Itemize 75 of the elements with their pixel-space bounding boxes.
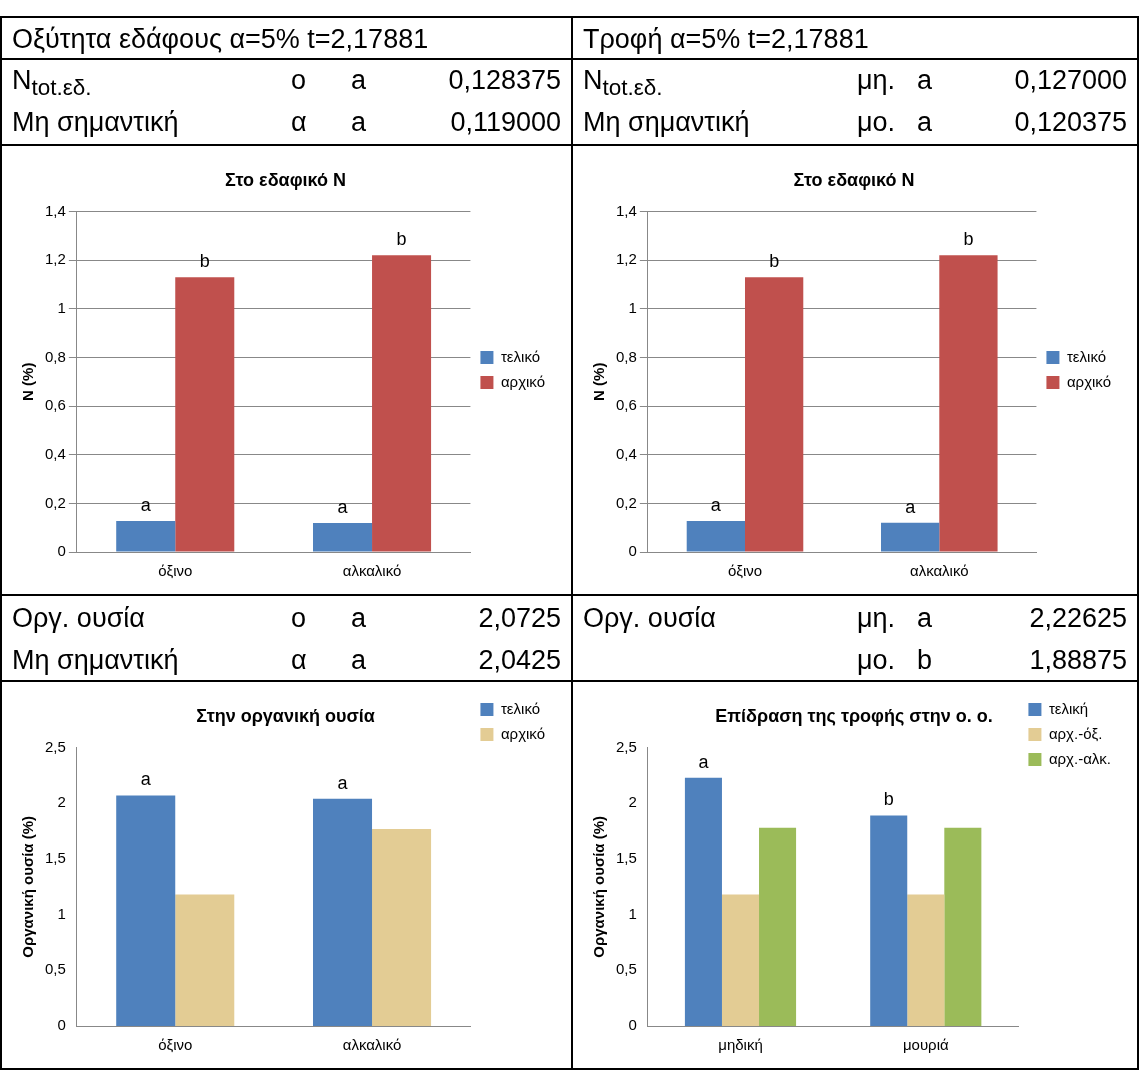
y-tick-label: 0 [628,1016,637,1034]
y-tick-label: 0,2 [615,493,637,511]
y-axis-title: N (%) [19,362,37,401]
data-label: b [396,229,407,250]
x-tick-label: μουριά [902,1036,949,1054]
y-tick-label: 1 [628,904,637,922]
x-tick-label: αλκαλικό [342,1036,402,1054]
text: Μη σημαντική α a 0,119000 [12,107,561,137]
legend-label: τελικό [500,347,541,365]
y-axis-title: Οργανική ουσία (%) [590,815,608,958]
y-tick-label: 1 [57,904,66,922]
y-tick-label: 0,6 [615,396,637,414]
text: Οργ. ουσία μη. a 2,22625 [583,603,1127,633]
y-tick-label: 1,2 [44,250,66,268]
data-label: b [199,251,210,272]
x-tick-label: όξινο [158,1036,193,1054]
data-label: a [337,772,349,793]
y-tick-label: 1,4 [44,201,66,219]
y-axis-title: Οργανική ουσία (%) [19,815,37,958]
data-label: a [337,497,349,518]
y-tick-label: 0,4 [44,444,66,462]
x-tick-label: αλκαλικό [342,562,402,580]
y-tick-label: 0 [57,542,66,560]
chart-title: Επίδραση της τροφής στην ο. ο. [715,705,993,726]
text: Μη σημαντική α a 2,0425 [12,645,561,675]
y-tick-label: 1 [628,299,637,316]
y-axis-title: N (%) [590,362,608,401]
data-label: b [883,789,894,810]
text: Μη σημαντική μο. a 0,120375 [583,107,1127,137]
y-tick-label: 0 [628,542,637,560]
data-label: a [140,769,152,790]
legend-label: αρχικό [500,724,546,742]
y-tick-label: 1 [57,299,66,316]
legend-label: τελικό [500,699,541,717]
y-tick-label: 2,5 [44,737,66,755]
data-label: a [140,494,152,515]
data-label: a [905,496,917,517]
chart-title: Στην οργανική ουσία [196,705,375,726]
legend-label: αρχ.-αλκ. [1048,749,1112,767]
legend-label: αρχ.-όξ. [1048,724,1103,742]
x-tick-label: μηδική [718,1036,763,1054]
y-tick-label: 1,4 [615,201,637,219]
text: Οξύτητα εδάφους α=5% t=2,17881 [2,20,571,60]
y-tick-label: 1,2 [615,250,637,268]
chart-title: Στο εδαφικό Ν [225,169,346,190]
y-tick-label: 1,5 [44,849,66,867]
data-label: a [710,495,722,516]
x-tick-label: όξινο [727,562,763,580]
legend-label: τελικό [1066,347,1107,365]
text: μο. b 1,88875 [857,645,1127,675]
y-tick-label: 0,5 [44,960,66,978]
data-label: a [698,751,710,772]
y-tick-label: 0,8 [44,347,66,365]
data-label: b [769,251,780,272]
text: N$_{tot.εδ.}$ ο a 0,128375 [12,65,561,101]
x-tick-label: αλκαλικό [909,562,969,580]
x-tick-label: όξινο [158,562,193,580]
y-tick-label: 0,2 [44,493,66,511]
legend-label: τελική [1048,699,1089,717]
y-tick-label: 0,8 [615,347,637,365]
text: N$_{tot.εδ.}$ μη. a 0,127000 [583,65,1127,101]
text: Οργ. ουσία ο a 2,0725 [12,603,561,633]
y-tick-label: 2,5 [615,737,637,755]
y-tick-label: 0 [57,1016,66,1034]
text: Τροφή α=5% t=2,17881 [573,20,1137,60]
y-tick-label: 2 [628,793,637,811]
y-tick-label: 1,5 [615,849,637,867]
data-label: b [963,229,974,250]
y-tick-label: 0,4 [615,444,637,462]
y-tick-label: 0,5 [615,960,637,978]
y-tick-label: 0,6 [44,396,66,414]
legend-label: αρχικό [500,372,546,390]
legend-label: αρχικό [1066,372,1112,390]
y-tick-label: 2 [57,793,66,811]
chart-title: Στο εδαφικό Ν [793,169,915,190]
